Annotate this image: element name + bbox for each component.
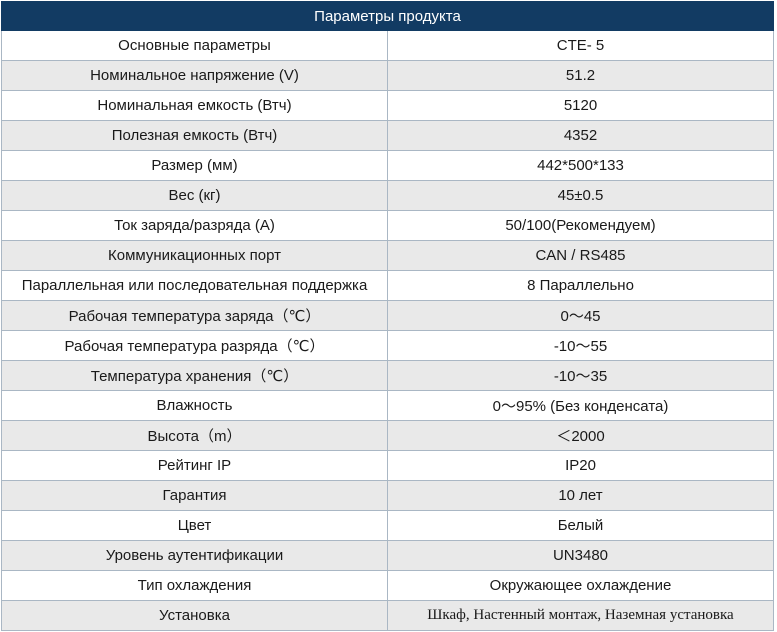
row-label: Номинальное напряжение (V): [1, 60, 388, 91]
table-row: Влажность 0～95% (Без конденсата): [1, 390, 774, 421]
table-row: Вес (кг) 45±0.5: [1, 180, 774, 211]
row-value: Окружающее охлаждение: [387, 570, 774, 601]
row-label: Коммуникационных порт: [1, 240, 388, 271]
row-value: 8 Параллельно: [387, 270, 774, 301]
row-value: 0～45: [387, 300, 774, 331]
row-label: Основные параметры: [1, 30, 388, 61]
table-row: Основные параметры CTE- 5: [1, 30, 774, 61]
table-row: Номинальная емкость (Втч) 5120: [1, 90, 774, 121]
row-value: Белый: [387, 510, 774, 541]
row-value: -10～55: [387, 330, 774, 361]
table-row: Коммуникационных порт CAN / RS485: [1, 240, 774, 271]
table-row: Полезная емкость (Втч) 4352: [1, 120, 774, 151]
row-label: Рейтинг IP: [1, 450, 388, 481]
row-value: Шкаф, Настенный монтаж, Наземная установ…: [387, 600, 774, 631]
table-title: Параметры продукта: [1, 1, 774, 31]
row-label: Гарантия: [1, 480, 388, 511]
row-value: 4352: [387, 120, 774, 151]
row-value: -10～35: [387, 360, 774, 391]
row-label: Параллельная или последовательная поддер…: [1, 270, 388, 301]
table-row: Параллельная или последовательная поддер…: [1, 270, 774, 301]
table-row: Температура хранения（℃） -10～35: [1, 360, 774, 391]
table-row: Гарантия 10 лет: [1, 480, 774, 511]
table-row: Цвет Белый: [1, 510, 774, 541]
table-row: Высота（m） ＜2000: [1, 420, 774, 451]
row-value: CTE- 5: [387, 30, 774, 61]
row-label: Цвет: [1, 510, 388, 541]
row-label: Тип охлаждения: [1, 570, 388, 601]
row-label: Высота（m）: [1, 420, 388, 451]
row-label: Уровень аутентификации: [1, 540, 388, 571]
table-row: Ток заряда/разряда (A) 50/100(Рекомендуе…: [1, 210, 774, 241]
row-value: 45±0.5: [387, 180, 774, 211]
row-value: CAN / RS485: [387, 240, 774, 271]
table-row: Размер (мм) 442*500*133: [1, 150, 774, 181]
row-value: ＜2000: [387, 420, 774, 451]
row-label: Температура хранения（℃）: [1, 360, 388, 391]
row-label: Рабочая температура разряда（℃）: [1, 330, 388, 361]
row-value: 0～95% (Без конденсата): [387, 390, 774, 421]
row-value: 442*500*133: [387, 150, 774, 181]
table-header-row: Параметры продукта: [1, 1, 774, 31]
table-row: Рабочая температура разряда（℃） -10～55: [1, 330, 774, 361]
table-row: Номинальное напряжение (V) 51.2: [1, 60, 774, 91]
row-label: Вес (кг): [1, 180, 388, 211]
table-row: Установка Шкаф, Настенный монтаж, Наземн…: [1, 600, 774, 631]
row-value: 51.2: [387, 60, 774, 91]
table-row: Уровень аутентификации UN3480: [1, 540, 774, 571]
row-label: Влажность: [1, 390, 388, 421]
row-label: Ток заряда/разряда (A): [1, 210, 388, 241]
row-value: 50/100(Рекомендуем): [387, 210, 774, 241]
row-value: 5120: [387, 90, 774, 121]
row-label: Полезная емкость (Втч): [1, 120, 388, 151]
row-value: IP20: [387, 450, 774, 481]
table-row: Рабочая температура заряда（℃） 0～45: [1, 300, 774, 331]
row-label: Размер (мм): [1, 150, 388, 181]
table-row: Тип охлаждения Окружающее охлаждение: [1, 570, 774, 601]
row-value: UN3480: [387, 540, 774, 571]
row-label: Номинальная емкость (Втч): [1, 90, 388, 121]
row-label: Рабочая температура заряда（℃）: [1, 300, 388, 331]
row-label: Установка: [1, 600, 388, 631]
row-value: 10 лет: [387, 480, 774, 511]
table-row: Рейтинг IP IP20: [1, 450, 774, 481]
